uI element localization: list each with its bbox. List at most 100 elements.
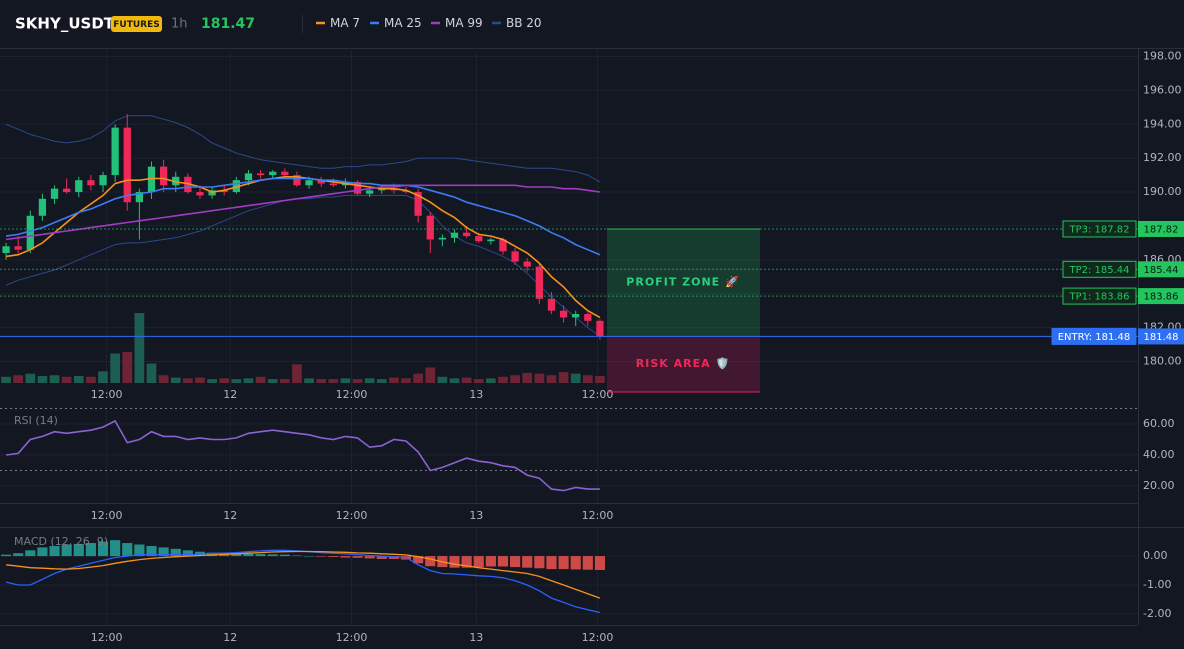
volume-bar <box>86 376 96 383</box>
legend-label: MA 25 <box>384 16 422 30</box>
volume-bar <box>510 375 520 383</box>
volume-bar <box>352 379 363 383</box>
candle-body <box>269 171 277 176</box>
x-tick-label: 12 <box>223 388 237 401</box>
interval: 1h <box>171 17 188 32</box>
histogram-bar <box>497 556 509 567</box>
volume-bar <box>449 378 460 383</box>
volume-bar <box>389 377 399 383</box>
level-tag-label: TP2: 185.44 <box>1068 265 1129 276</box>
x-tick-label: 12:00 <box>91 509 123 522</box>
candle-body <box>584 314 592 321</box>
legend: MA 7 MA 25 MA 99 BB 20 <box>316 16 542 30</box>
volume-bar <box>522 372 533 383</box>
level-tag-label: TP3: 187.82 <box>1068 224 1129 235</box>
candle-body <box>50 188 59 199</box>
volume-bar <box>37 376 48 383</box>
legend-label: MA 7 <box>330 16 360 30</box>
pane-title: MACD (12, 26, 9) <box>14 535 108 548</box>
candle-body <box>317 180 325 184</box>
x-tick-label: 12 <box>223 509 237 522</box>
y-tick-label: 20.00 <box>1143 479 1175 492</box>
volume-bar <box>486 378 496 383</box>
candle-body <box>63 188 71 193</box>
histogram-bar <box>534 556 545 569</box>
candle-body <box>559 310 568 318</box>
volume-bar <box>207 379 217 383</box>
x-tick-label: 12:00 <box>582 509 614 522</box>
axis-tag-label: 181.48 <box>1144 332 1179 343</box>
y-tick-label: 0.00 <box>1143 549 1168 562</box>
axis-tag <box>1138 220 1184 237</box>
volume-bar <box>328 379 339 383</box>
volume-bar <box>61 376 72 383</box>
x-tick-label: 12:00 <box>91 388 123 401</box>
candle-body <box>366 190 374 194</box>
histogram-bar <box>170 548 181 557</box>
histogram-bar <box>316 556 327 557</box>
histogram-bar <box>425 556 436 567</box>
line <box>5 184 601 241</box>
candle-body <box>38 198 47 216</box>
candle-body <box>523 261 531 267</box>
candle-body <box>172 176 180 186</box>
legend-label: BB 20 <box>506 16 542 30</box>
candle-body <box>14 246 22 250</box>
candle-body <box>438 237 447 240</box>
x-tick-label: 13 <box>469 388 483 401</box>
volume-bar <box>570 373 581 383</box>
level-tag <box>1062 287 1137 305</box>
histogram-bar <box>510 556 521 568</box>
level-tag <box>1062 220 1137 238</box>
volume-bar <box>13 375 24 383</box>
last-price: 181.47 <box>201 16 255 32</box>
histogram-bar <box>158 547 169 557</box>
histogram-bar <box>328 556 339 557</box>
histogram-bar <box>49 545 60 557</box>
histogram-bar <box>376 556 387 559</box>
candle-body <box>499 239 507 252</box>
volume-bar <box>546 375 557 383</box>
volume-bar <box>219 378 230 383</box>
volume-bar <box>1 376 11 383</box>
volume-bar <box>267 379 278 383</box>
x-tick-label: 13 <box>469 631 483 644</box>
volume-bar <box>437 376 448 383</box>
histogram-bar <box>413 556 424 564</box>
candle-body <box>462 232 471 237</box>
histogram-bar <box>340 556 351 558</box>
y-tick-label: 60.00 <box>1143 417 1175 430</box>
histogram-bar <box>594 556 606 570</box>
candle-body <box>426 215 434 240</box>
candle-body <box>353 181 362 194</box>
volume-bar <box>231 379 242 383</box>
candle-body <box>572 314 580 318</box>
histogram-bar <box>110 540 121 557</box>
volume-bar <box>195 377 205 383</box>
histogram-bar <box>267 554 278 557</box>
candle-body <box>511 251 519 262</box>
histogram-bar <box>473 556 484 568</box>
x-tick-label: 12:00 <box>582 388 614 401</box>
y-tick-label: 180.00 <box>1143 354 1182 367</box>
candle-body <box>244 173 253 181</box>
histogram-bar <box>61 544 72 557</box>
candle-body <box>535 266 543 299</box>
volume-bar <box>146 363 157 383</box>
volume-bar <box>292 364 302 383</box>
histogram-bar <box>388 556 399 559</box>
volume-bar <box>304 378 314 383</box>
volume-bar <box>461 377 472 383</box>
volume-bar <box>340 378 351 383</box>
volume-bar <box>582 375 593 383</box>
line <box>5 176 601 319</box>
candle-body <box>547 298 556 311</box>
volume-bar <box>425 367 436 383</box>
volume-bar <box>316 379 327 383</box>
volume-bar <box>158 375 169 383</box>
candle-body <box>220 190 228 193</box>
zone-label: RISK AREA 🛡️ <box>636 357 730 370</box>
x-tick-label: 13 <box>469 509 483 522</box>
